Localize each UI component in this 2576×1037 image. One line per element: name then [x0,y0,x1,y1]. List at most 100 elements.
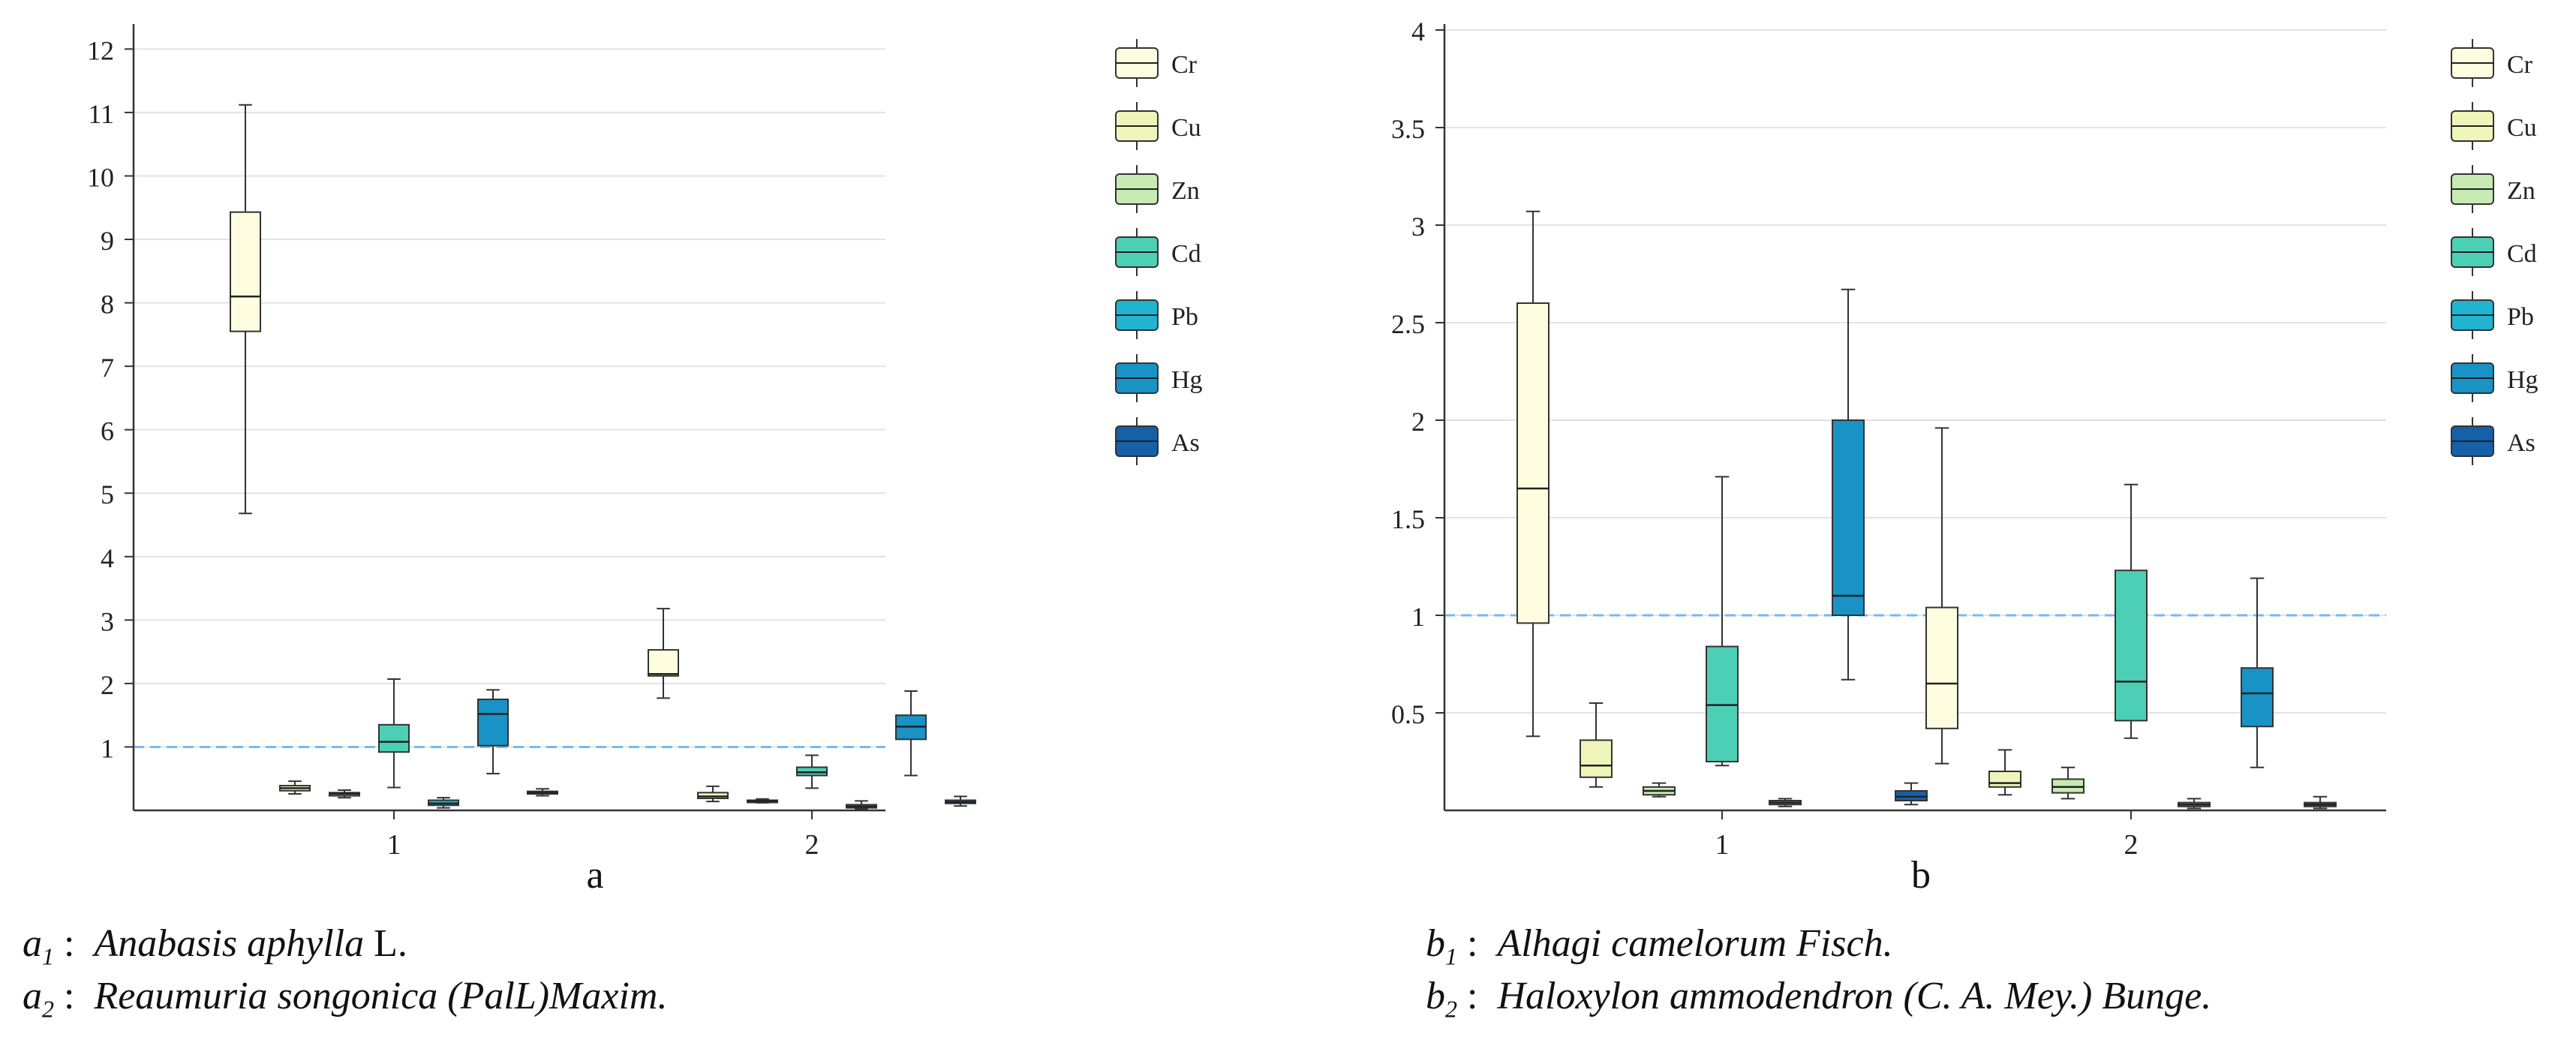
legend-item-hg: Hg [2451,354,2538,402]
y-tick-label: 2 [1411,407,1425,437]
legend-label: Pb [2507,303,2534,331]
legend-label: Hg [2507,366,2538,394]
y-tick-label: 2.5 [1391,309,1425,339]
box-pb-1 [428,797,459,809]
box-hg-1 [477,689,509,774]
box-zn-2 [747,798,778,804]
y-tick-label: 4 [1411,17,1425,47]
box-pb-2 [846,800,877,810]
legend-item-cd: Cd [2451,228,2537,276]
box-pb-2 [2178,798,2211,810]
box-hg-1 [1832,288,1865,681]
box-cd-1 [378,678,410,789]
y-tick-label: 11 [88,99,114,129]
box-body [2051,778,2085,794]
y-tick-label: 12 [87,35,114,65]
box-hg-2 [2241,577,2274,768]
legend-item-hg: Hg [1115,354,1203,402]
legend-label: As [1171,429,1200,457]
y-tick-label: 3 [1411,212,1425,242]
box-as-2 [945,795,976,807]
box-body [796,766,828,777]
x-tick-label: 1 [1715,829,1730,861]
legend-label: Cd [2507,240,2537,268]
y-tick-label: 1 [101,733,114,763]
legend-item-cu: Cu [2451,102,2537,150]
box-zn-1 [1643,782,1676,798]
box-body [1516,302,1550,624]
legend-label: Cu [2507,114,2537,142]
legend-item-pb: Pb [2451,291,2534,339]
legend-label: Zn [2507,177,2535,205]
box-body [378,723,410,753]
box-cr-1 [230,104,261,515]
box-as-1 [1895,782,1928,806]
box-body [477,699,509,747]
box-cr-2 [648,608,679,699]
box-as-2 [2304,795,2337,810]
box-cu-1 [1580,702,1613,788]
panel-label: b [1911,854,1931,897]
box-body [648,649,679,677]
legend-label: Pb [1171,303,1198,331]
legend-item-zn: Zn [1115,165,1200,213]
legend-item-pb: Pb [1115,291,1198,339]
caption-b2: b2 : Haloxylon ammodendron (C. A. Mey.) … [1426,975,2212,1023]
box-body [1580,739,1613,778]
caption-b1: b1 : Alhagi camelorum Fisch. [1426,922,1893,970]
x-tick-label: 2 [2124,829,2139,861]
legend-label: Cr [2507,51,2533,79]
box-body [1706,645,1739,762]
legend: Cr Cu Zn Cd Pb Hg As [1115,39,1203,465]
legend-item-cd: Cd [1115,228,1201,276]
legend-item-cr: Cr [1115,39,1198,87]
caption-a1: a1 : Anabasis aphylla L. [23,922,407,970]
y-tick-label: 1 [1411,602,1425,632]
box-zn-1 [329,789,360,799]
y-tick-label: 7 [101,353,114,383]
box-cd-2 [2115,483,2148,739]
y-tick-label: 9 [101,226,114,256]
box-cr-2 [1925,427,1958,765]
panel-label: a [586,854,603,897]
panel-b: 0.5 1 1.5 2 2.5 3 3.5 4 1 2 b Cr Cu Zn Cd Pb Hg As [1391,17,2538,897]
y-tick-label: 1.5 [1391,504,1425,534]
box-cu-2 [697,785,729,803]
box-cu-2 [1988,749,2021,796]
legend-label: Hg [1171,366,1203,394]
legend-label: Zn [1171,177,1200,205]
box-body [2115,570,2148,722]
y-tick-label: 2 [101,670,114,700]
y-tick-label: 8 [101,290,114,320]
box-body [697,792,729,799]
box-body [1988,771,2021,788]
box-pb-1 [1769,798,1802,807]
x-tick-label: 1 [387,829,401,861]
box-cr-1 [1516,210,1550,738]
y-tick-label: 5 [101,479,114,509]
legend-item-as: As [2451,417,2535,465]
box-body [1925,606,1958,729]
legend-label: Cd [1171,240,1201,268]
legend: Cr Cu Zn Cd Pb Hg As [2451,39,2538,465]
box-hg-2 [895,690,927,777]
box-body [230,211,261,332]
legend-label: As [2507,429,2535,457]
box-cu-1 [279,780,311,795]
box-cd-2 [796,754,828,789]
box-body [1832,419,1865,616]
box-zn-2 [2051,766,2085,800]
box-body [2241,667,2274,728]
y-tick-label: 6 [101,416,114,446]
box-cd-1 [1706,476,1739,767]
legend-item-zn: Zn [2451,165,2535,213]
legend-item-as: As [1115,417,1200,465]
legend-label: Cu [1171,114,1201,142]
y-tick-label: 0.5 [1391,699,1425,729]
y-tick-label: 3.5 [1391,114,1425,144]
caption-a2: a2 : Reaumuria songonica (PalL)Maxim. [23,975,668,1023]
x-tick-label: 2 [805,829,819,861]
y-tick-label: 10 [87,162,114,192]
